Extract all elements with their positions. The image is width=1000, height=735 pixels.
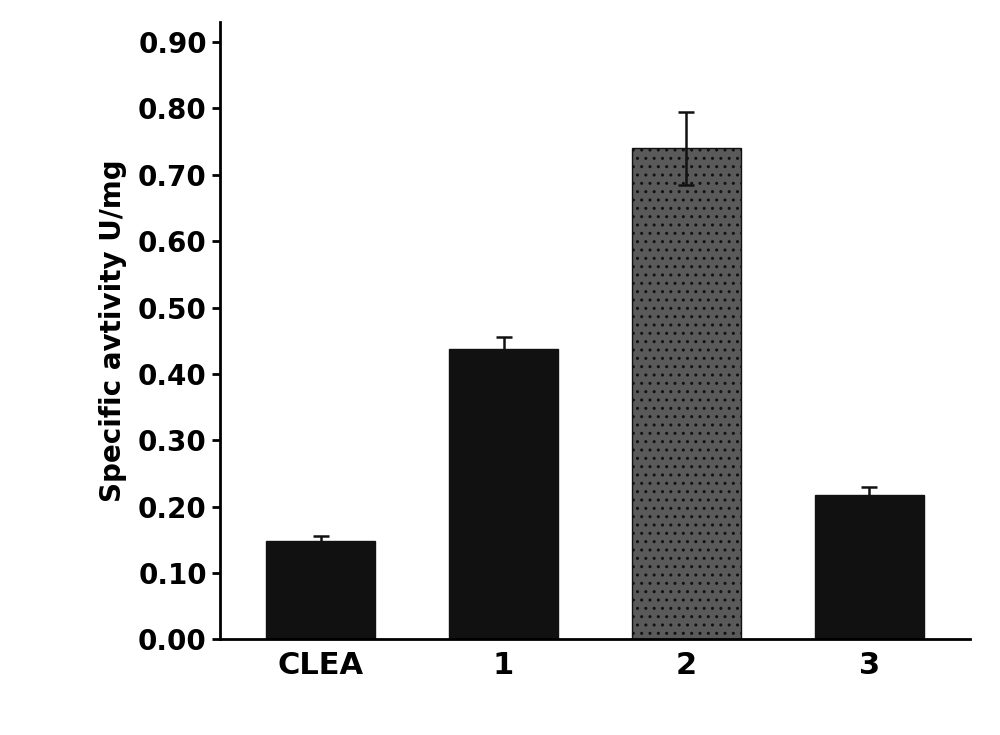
- Bar: [632, 148, 741, 639]
- Y-axis label: Specific avtivity U/mg: Specific avtivity U/mg: [99, 159, 127, 502]
- Bar: [815, 495, 924, 639]
- Bar: [449, 349, 558, 639]
- Bar: [266, 541, 375, 639]
